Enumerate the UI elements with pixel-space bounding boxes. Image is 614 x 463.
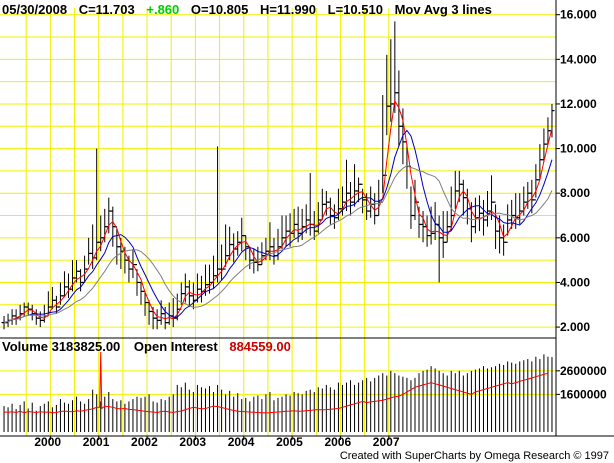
year-tick-label: 2001 (83, 435, 110, 449)
header-study: Mov Avg 3 lines (395, 2, 492, 17)
year-tick-label: 2002 (131, 435, 158, 449)
open-interest-line (3, 351, 549, 414)
volume-label: Volume 3183825.00 (2, 339, 120, 354)
year-tick-label: 2007 (373, 435, 400, 449)
price-tick-label: 8.000 (560, 186, 590, 200)
credit-text: Created with SuperCharts by Omega Resear… (340, 450, 609, 462)
header-date: 05/30/2008 (2, 2, 67, 17)
header-change: +.860 (146, 2, 179, 17)
header-low: L=10.510 (328, 2, 383, 17)
price-tick-label: 16.000 (560, 8, 597, 22)
year-tick-label: 2005 (276, 435, 303, 449)
year-tick-label: 2006 (324, 435, 351, 449)
price-tick-label: 2.000 (560, 320, 590, 334)
ma-mid-line (3, 129, 553, 324)
open-interest-series (3, 351, 549, 414)
header-close: C=11.703 (79, 2, 135, 17)
open-interest-label: Open Interest (134, 339, 218, 354)
year-tick-label: 2004 (228, 435, 255, 449)
volume-tick-label: 2600000 (560, 364, 607, 378)
year-tick-label: 2000 (34, 435, 61, 449)
price-tick-label: 6.000 (560, 231, 590, 245)
moving-average-lines (3, 99, 553, 324)
open-interest-value: 884559.00 (229, 339, 290, 354)
price-tick-label: 14.000 (560, 52, 597, 66)
year-tick-label: 2003 (179, 435, 206, 449)
volume-tick-label: 1600000 (560, 387, 607, 401)
price-tick-label: 10.000 (560, 142, 597, 156)
header-open: O=10.805 (191, 2, 248, 17)
price-tick-label: 12.000 (560, 97, 597, 111)
svg-text:Volume 3183825.00 Open In: Volume 3183825.00 Open Interest 884559.0… (2, 339, 291, 354)
svg-text:05/30/2008 C=11.703 +.: 05/30/2008 C=11.703 +.860 O=10.805 H=11.… (2, 2, 492, 17)
header-high: H=11.990 (260, 2, 316, 17)
axes: 2.000 4.000 6.000 8.000 10.000 12.000 14.000 16… (0, 0, 614, 449)
grid (0, 8, 556, 436)
ma-fast-line (3, 99, 553, 324)
ma-slow-line (3, 165, 553, 324)
volume-bars (3, 354, 553, 432)
price-tick-label: 4.000 (560, 275, 590, 289)
